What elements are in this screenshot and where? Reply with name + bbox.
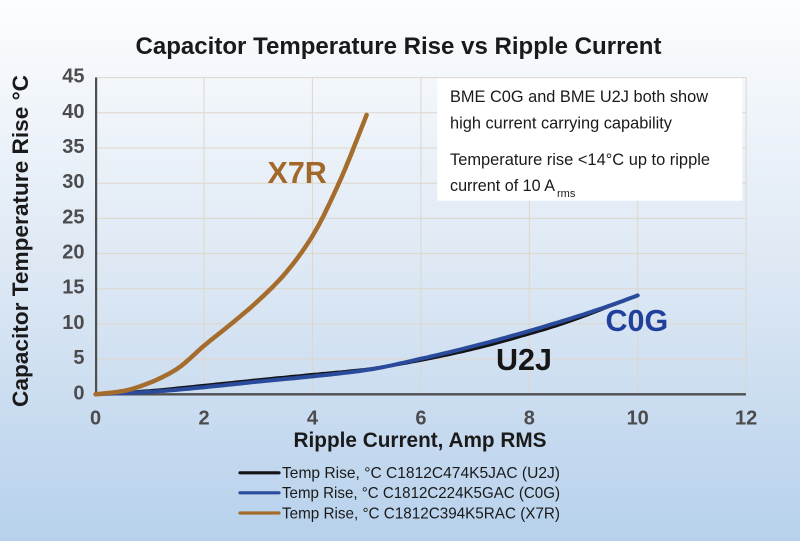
svg-text:X7R: X7R [268, 156, 327, 190]
svg-text:10: 10 [62, 312, 84, 334]
svg-text:0: 0 [73, 382, 84, 404]
svg-text:Ripple Current, Amp RMS: Ripple Current, Amp RMS [294, 428, 547, 452]
svg-text:Temperature rise <14°C up to r: Temperature rise <14°C up to ripple [450, 151, 710, 169]
svg-text:Capacitor Temperature Rise vs: Capacitor Temperature Rise vs Ripple Cur… [136, 33, 662, 60]
svg-text:15: 15 [62, 277, 84, 299]
svg-text:Temp Rise, °C C1812C394K5RAC (: Temp Rise, °C C1812C394K5RAC (X7R) [282, 505, 560, 522]
svg-text:8: 8 [524, 408, 535, 430]
svg-text:Temp Rise, °C C1812C224K5GAC (: Temp Rise, °C C1812C224K5GAC (C0G) [282, 485, 560, 502]
svg-text:C0G: C0G [606, 304, 669, 338]
svg-text:U2J: U2J [496, 343, 552, 377]
svg-text:35: 35 [62, 136, 84, 158]
svg-text:6: 6 [415, 408, 426, 430]
svg-text:20: 20 [62, 242, 84, 264]
svg-text:12: 12 [735, 408, 757, 430]
svg-text:rms: rms [557, 188, 576, 200]
svg-text:high current carrying capabili: high current carrying capability [450, 114, 673, 132]
svg-text:current of 10 A: current of 10 A [450, 177, 555, 195]
svg-text:45: 45 [62, 66, 84, 88]
svg-text:25: 25 [62, 206, 84, 228]
svg-text:2: 2 [198, 408, 209, 430]
svg-text:BME C0G and BME U2J both show: BME C0G and BME U2J both show [450, 88, 708, 106]
svg-text:40: 40 [62, 101, 84, 123]
svg-text:Temp Rise, °C C1812C474K5JAC (: Temp Rise, °C C1812C474K5JAC (U2J) [282, 465, 560, 482]
svg-text:5: 5 [73, 347, 84, 369]
svg-text:Capacitor Temperature Rise °C: Capacitor Temperature Rise °C [8, 75, 33, 407]
svg-text:30: 30 [62, 171, 84, 193]
svg-text:0: 0 [90, 408, 101, 430]
svg-text:10: 10 [627, 408, 649, 430]
svg-text:4: 4 [307, 408, 319, 430]
